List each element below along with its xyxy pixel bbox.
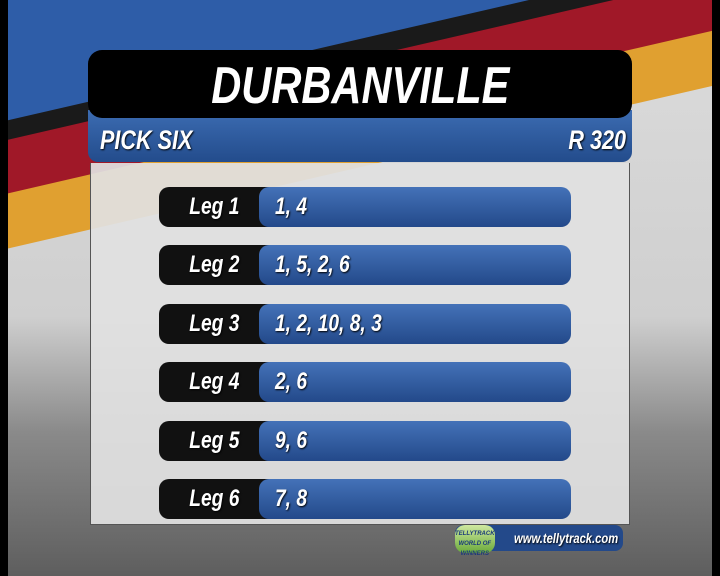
leg-row: Leg 5 9, 6	[159, 421, 571, 461]
leg-selections: 1, 5, 2, 6	[275, 251, 350, 278]
leg-selections: 2, 6	[275, 368, 308, 395]
leg-row: Leg 1 1, 4	[159, 187, 571, 227]
website-url: www.tellytrack.com	[513, 530, 618, 546]
header-panel: DURBANVILLE PICK SIX R 320	[88, 50, 632, 162]
bet-amount: R 320	[568, 124, 626, 155]
leg-selections: 9, 6	[275, 427, 308, 454]
leg-selections: 7, 8	[275, 485, 308, 512]
venue-title: DURBANVILLE	[210, 57, 510, 115]
bet-bar: PICK SIX R 320	[88, 110, 632, 162]
tellytrack-footer: TELLYTRACK WORLD OF WINNERS www.tellytrac…	[455, 525, 623, 557]
legs-panel: Leg 1 1, 4 Leg 2 1, 5, 2, 6 Leg 3 1, 2, 10,…	[90, 163, 630, 525]
title-bar: DURBANVILLE	[88, 50, 632, 118]
leg-label: Leg 1	[188, 193, 240, 220]
leg-selections: 1, 4	[275, 193, 308, 220]
bet-type: PICK SIX	[100, 124, 193, 155]
leg-row: Leg 6 7, 8	[159, 479, 571, 519]
leg-selections: 1, 2, 10, 8, 3	[275, 310, 382, 337]
leg-row: Leg 3 1, 2, 10, 8, 3	[159, 304, 571, 344]
leg-label: Leg 4	[188, 368, 240, 395]
leg-label: Leg 2	[188, 251, 240, 278]
leg-label: Leg 6	[188, 485, 240, 512]
leg-label: Leg 5	[188, 427, 240, 454]
leg-row: Leg 4 2, 6	[159, 362, 571, 402]
leg-label: Leg 3	[188, 310, 240, 337]
tellytrack-logo: TELLYTRACK WORLD OF WINNERS	[455, 525, 495, 557]
leg-row: Leg 2 1, 5, 2, 6	[159, 245, 571, 285]
